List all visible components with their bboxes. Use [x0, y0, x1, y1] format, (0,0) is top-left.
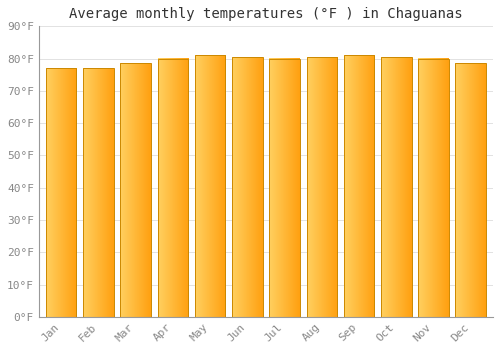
- Bar: [306, 57, 337, 317]
- Bar: [195, 55, 226, 317]
- Bar: [381, 57, 412, 317]
- Bar: [83, 68, 114, 317]
- Bar: [158, 58, 188, 317]
- Bar: [344, 55, 374, 317]
- Bar: [456, 63, 486, 317]
- Bar: [46, 68, 76, 317]
- Bar: [418, 58, 448, 317]
- Bar: [232, 57, 262, 317]
- Bar: [270, 58, 300, 317]
- Title: Average monthly temperatures (°F ) in Chaguanas: Average monthly temperatures (°F ) in Ch…: [69, 7, 462, 21]
- Bar: [120, 63, 151, 317]
